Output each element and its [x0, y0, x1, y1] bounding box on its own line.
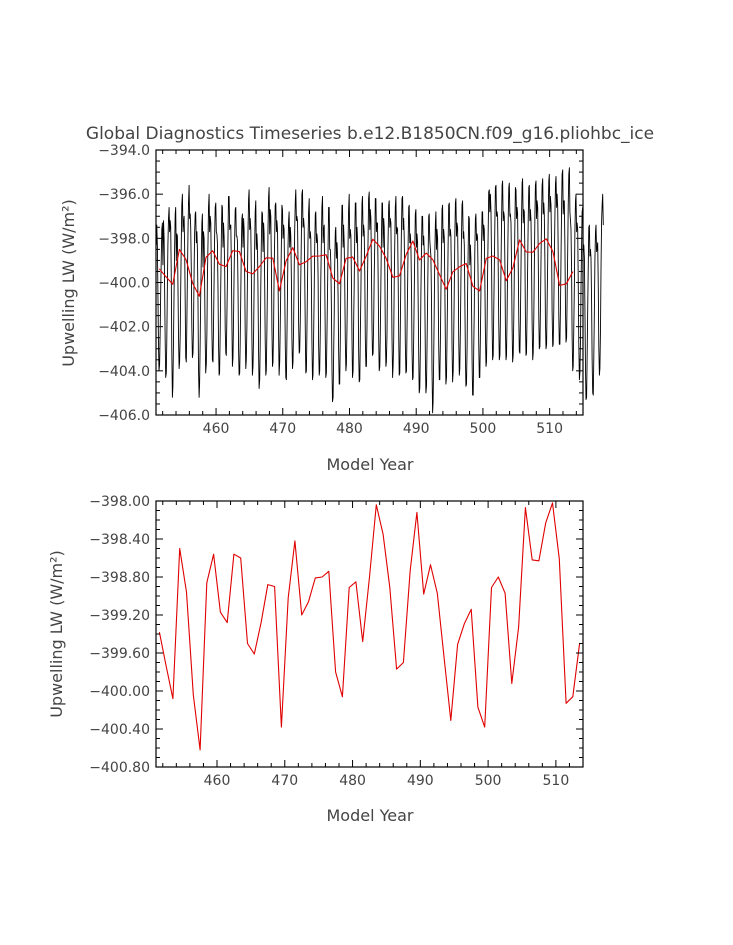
- top-x-tick-label: 490: [403, 421, 430, 437]
- top-x-tick-label: 480: [336, 421, 363, 437]
- bottom-y-tick-label: −400.40: [89, 722, 150, 738]
- bottom-x-tick-label: 470: [271, 773, 298, 789]
- top-y-tick-label: −394.0: [98, 143, 150, 159]
- bottom-plot-area: 460 470 480 490 500 510 −398.00 −398.40 −398.80 −…: [89, 494, 584, 789]
- bottom-y-tick-label: −400.80: [89, 760, 150, 776]
- bottom-series-line-1: [158, 502, 581, 751]
- top-x-axis-label: Model Year: [327, 455, 414, 474]
- bottom-y-tick-label: −398.80: [89, 570, 150, 586]
- top-y-tick-label: −398.0: [98, 231, 150, 247]
- bottom-x-axis-label: Model Year: [327, 806, 414, 825]
- chart-title: Global Diagnostics Timeseries b.e12.B185…: [86, 124, 654, 144]
- bottom-x-tick-label: 500: [475, 773, 502, 789]
- top-x-tick-label: 460: [203, 421, 230, 437]
- top-series-line-2: [158, 238, 574, 297]
- top-series-line-1: [155, 167, 604, 414]
- bottom-x-tick-label: 460: [204, 773, 231, 789]
- top-x-tick-label: 470: [269, 421, 296, 437]
- bottom-y-axis-label: Upwelling LW (W/m²): [47, 550, 66, 718]
- bottom-x-tick-label: 480: [339, 773, 366, 789]
- top-plot-frame: [155, 149, 584, 416]
- top-plot-area: 460 470 480 490 500 510 −394.0 −396.0 −398.0 −400…: [98, 143, 604, 437]
- bottom-y-tick-label: −398.00: [89, 494, 150, 510]
- top-x-tick-label: 510: [536, 421, 563, 437]
- bottom-y-tick-label: −399.20: [89, 608, 150, 624]
- bottom-plot-frame: [155, 500, 584, 768]
- bottom-x-tick-label: 490: [407, 773, 434, 789]
- top-y-axis-label: Upwelling LW (W/m²): [59, 199, 78, 367]
- top-y-tick-label: −404.0: [98, 364, 150, 380]
- top-y-tick-label: −396.0: [98, 187, 150, 203]
- top-y-tick-label: −402.0: [98, 320, 150, 336]
- top-y-tick-label: −406.0: [98, 408, 150, 424]
- bottom-y-tick-label: −398.40: [89, 532, 150, 548]
- top-y-tick-label: −400.0: [98, 276, 150, 292]
- top-x-tick-label: 500: [470, 421, 497, 437]
- bottom-chart: 460 470 480 490 500 510 −398.00 −398.40 −398.80 −…: [47, 494, 584, 825]
- bottom-y-tick-label: −400.00: [89, 684, 150, 700]
- top-chart: 460 470 480 490 500 510 −394.0 −396.0 −398.0 −400…: [59, 143, 604, 474]
- bottom-x-tick-label: 510: [543, 773, 570, 789]
- bottom-y-tick-label: −399.60: [89, 646, 150, 662]
